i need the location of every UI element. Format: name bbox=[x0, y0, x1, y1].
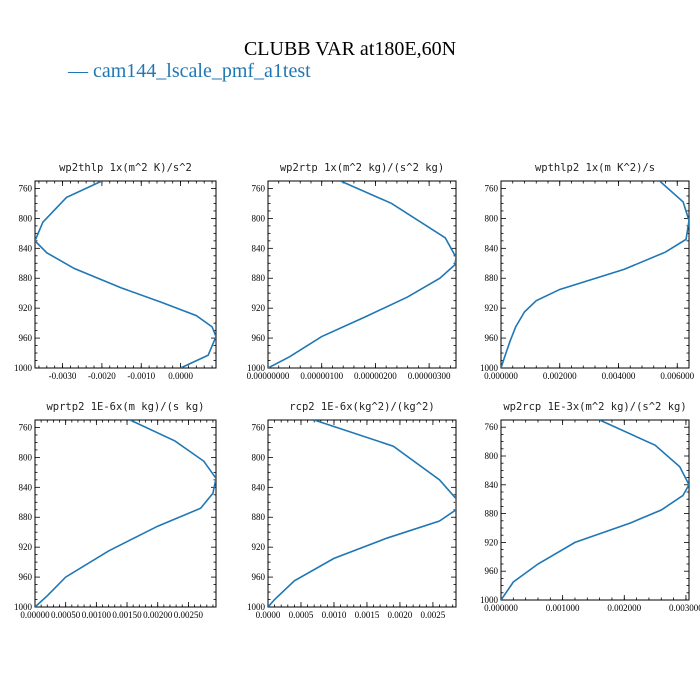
y-tick-label: 920 bbox=[485, 537, 499, 547]
y-tick-label: 920 bbox=[252, 303, 266, 313]
y-tick-label: 760 bbox=[19, 422, 33, 432]
y-tick-label: 760 bbox=[252, 183, 266, 193]
x-tick-label: -0.0030 bbox=[49, 371, 77, 381]
subplot-title: wp2rcp 1E-3x(m^2 kg)/(s^2 kg) bbox=[503, 401, 686, 413]
subplot-title: rcp2 1E-6x(kg^2)/(kg^2) bbox=[289, 401, 434, 413]
y-tick-label: 1000 bbox=[14, 363, 33, 373]
y-tick-label: 920 bbox=[485, 303, 499, 313]
y-tick-label: 920 bbox=[252, 542, 266, 552]
y-tick-label: 1000 bbox=[247, 363, 266, 373]
subplot-title: wp2thlp 1x(m^2 K)/s^2 bbox=[59, 162, 192, 174]
subplot-3: wpthlp2 1x(m K^2)/s 760 800 840 880 920 960 100… bbox=[480, 162, 695, 381]
x-tick-label: 0.00000000 bbox=[247, 371, 290, 381]
x-tick-label: 0.00000200 bbox=[354, 371, 397, 381]
y-tick-label: 880 bbox=[485, 273, 499, 283]
y-tick-label: 880 bbox=[19, 512, 33, 522]
figure-title: CLUBB VAR at180E,60N bbox=[244, 38, 456, 60]
y-tick-label: 840 bbox=[485, 480, 499, 490]
x-tick-label: 0.00000100 bbox=[300, 371, 343, 381]
y-tick-label: 880 bbox=[252, 273, 266, 283]
series-line bbox=[35, 181, 216, 368]
series-line bbox=[268, 181, 456, 368]
y-tick-label: 920 bbox=[19, 303, 33, 313]
y-tick-label: 800 bbox=[19, 452, 33, 462]
y-tick-label: 880 bbox=[19, 273, 33, 283]
y-tick-label: 1000 bbox=[480, 595, 499, 605]
x-tick-label: 0.0020 bbox=[388, 610, 413, 620]
y-tick-label: 840 bbox=[19, 243, 33, 253]
y-tick-label: 880 bbox=[485, 509, 499, 519]
y-tick-label: 960 bbox=[485, 333, 499, 343]
plot-area-frame bbox=[500, 180, 690, 369]
subplot-1: wp2thlp 1x(m^2 K)/s^2 760 800 840 880 920 960 1… bbox=[14, 162, 217, 381]
y-tick-label: 960 bbox=[19, 333, 33, 343]
subplot-grid: wp2thlp 1x(m^2 K)/s^2 760 800 840 880 920 960 1… bbox=[14, 162, 700, 620]
y-tick-label: 760 bbox=[252, 422, 266, 432]
subplot-title: wpthlp2 1x(m K^2)/s bbox=[535, 162, 655, 174]
x-tick-label: -0.0020 bbox=[88, 371, 116, 381]
y-tick-label: 1000 bbox=[14, 602, 33, 612]
y-tick-label: 800 bbox=[485, 451, 499, 461]
y-tick-label: 800 bbox=[485, 213, 499, 223]
x-tick-label: 0.00000300 bbox=[408, 371, 451, 381]
x-tick-label: 0.003000 bbox=[669, 603, 700, 613]
subplot-title: wp2rtp 1x(m^2 kg)/(s^2 kg) bbox=[280, 162, 444, 174]
x-tick-label: 0.006000 bbox=[660, 371, 694, 381]
y-tick-label: 800 bbox=[252, 452, 266, 462]
y-tick-label: 840 bbox=[252, 243, 266, 253]
y-tick-label: 960 bbox=[252, 333, 266, 343]
y-tick-label: 800 bbox=[252, 213, 266, 223]
x-tick-label: 0.0025 bbox=[421, 610, 446, 620]
x-tick-label: 0.0015 bbox=[355, 610, 380, 620]
series-line bbox=[501, 181, 689, 368]
x-tick-label: 0.002000 bbox=[607, 603, 641, 613]
plot-area-frame bbox=[34, 180, 217, 369]
x-tick-label: 0.0010 bbox=[322, 610, 347, 620]
x-tick-label: 0.00000 bbox=[20, 610, 50, 620]
x-tick-label: 0.000000 bbox=[484, 371, 518, 381]
y-tick-label: 840 bbox=[252, 482, 266, 492]
x-tick-label: 0.00150 bbox=[112, 610, 142, 620]
plot-area-frame bbox=[267, 180, 457, 369]
y-tick-label: 960 bbox=[485, 566, 499, 576]
plot-area-frame bbox=[500, 419, 690, 601]
x-tick-label: 0.00200 bbox=[143, 610, 173, 620]
subplot-6: wp2rcp 1E-3x(m^2 kg)/(s^2 kg) 760 800 840 88… bbox=[480, 401, 700, 613]
y-tick-label: 960 bbox=[252, 572, 266, 582]
x-tick-label: 0.001000 bbox=[546, 603, 580, 613]
plot-area-frame bbox=[267, 419, 457, 608]
series-line bbox=[501, 420, 689, 600]
y-tick-label: 1000 bbox=[480, 363, 499, 373]
subplot-4: wprtp2 1E-6x(m kg)/(s kg) 760 800 840 880 920… bbox=[14, 401, 217, 620]
y-tick-label: 840 bbox=[19, 482, 33, 492]
y-tick-label: 960 bbox=[19, 572, 33, 582]
subplot-5: rcp2 1E-6x(kg^2)/(kg^2) 760 800 840 880 920 96… bbox=[247, 401, 457, 620]
x-tick-label: 0.002000 bbox=[543, 371, 577, 381]
plot-area-frame bbox=[34, 419, 217, 608]
x-tick-label: 0.004000 bbox=[602, 371, 636, 381]
x-tick-label: 0.00100 bbox=[82, 610, 112, 620]
x-tick-label: 0.00250 bbox=[174, 610, 204, 620]
x-tick-label: 0.0000 bbox=[168, 371, 193, 381]
y-tick-label: 760 bbox=[485, 183, 499, 193]
subplot-2: wp2rtp 1x(m^2 kg)/(s^2 kg) 760 800 840 880 92… bbox=[247, 162, 457, 381]
x-tick-label: 0.000000 bbox=[484, 603, 518, 613]
y-tick-label: 760 bbox=[485, 422, 499, 432]
x-tick-label: 0.00050 bbox=[51, 610, 81, 620]
x-tick-label: -0.0010 bbox=[127, 371, 155, 381]
x-tick-label: 0.0005 bbox=[289, 610, 314, 620]
y-tick-label: 800 bbox=[19, 213, 33, 223]
series-line bbox=[35, 420, 216, 607]
x-tick-label: 0.0000 bbox=[256, 610, 281, 620]
y-tick-label: 920 bbox=[19, 542, 33, 552]
y-tick-label: 840 bbox=[485, 243, 499, 253]
y-tick-label: 880 bbox=[252, 512, 266, 522]
legend-entry-cam144: — cam144_lscale_pmf_a1test bbox=[67, 60, 311, 82]
subplot-title: wprtp2 1E-6x(m kg)/(s kg) bbox=[46, 401, 204, 413]
series-line bbox=[268, 420, 456, 607]
y-tick-label: 760 bbox=[19, 183, 33, 193]
y-tick-label: 1000 bbox=[247, 602, 266, 612]
